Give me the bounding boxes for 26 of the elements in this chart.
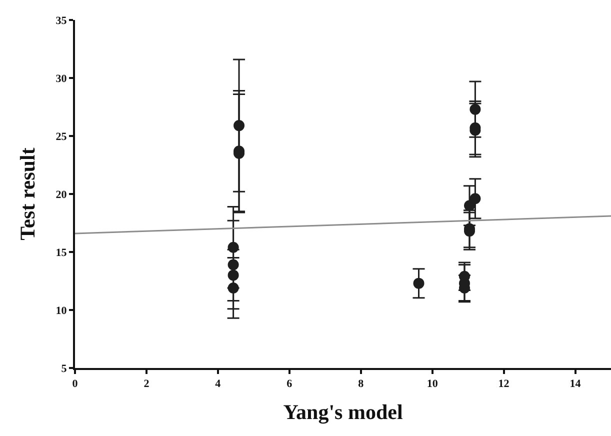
y-tick-label: 35	[56, 14, 68, 27]
x-tick-label: 10	[426, 378, 438, 390]
x-tick-label: 2	[144, 378, 150, 390]
y-tick-label: 10	[56, 304, 68, 317]
y-axis-title: Test result	[15, 148, 40, 240]
y-tick-label: 15	[56, 246, 68, 259]
x-tick-label: 4	[215, 378, 222, 390]
y-tick-label: 25	[56, 130, 68, 143]
x-axis-title: Yang's model	[283, 400, 403, 424]
x-tick-label: 0	[72, 378, 78, 390]
y-tick-label: 20	[56, 188, 68, 201]
y-tick-label: 5	[61, 362, 68, 375]
x-tick-label: 12	[498, 378, 510, 390]
x-tick-label: 8	[358, 378, 364, 390]
point	[228, 259, 239, 270]
x-tick-label: 6	[286, 378, 293, 390]
y-tick-label: 30	[56, 72, 68, 85]
x-tick-label: 14	[570, 378, 582, 390]
point	[228, 242, 239, 253]
point	[413, 278, 424, 289]
point	[464, 200, 475, 212]
point	[234, 120, 245, 132]
point	[470, 193, 481, 204]
point	[470, 104, 481, 115]
point	[228, 270, 239, 281]
point	[228, 282, 239, 294]
